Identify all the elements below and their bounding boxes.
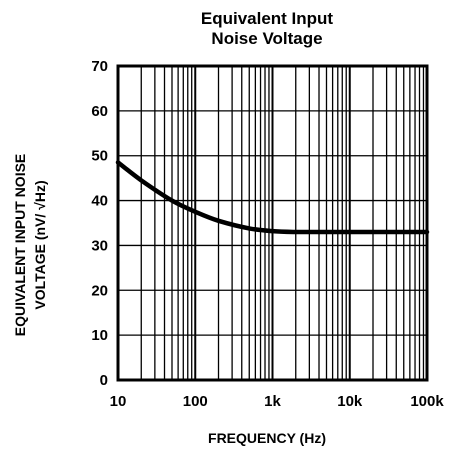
y-axis-label-line-2: VOLTAGE (nV/ √Hz) [32, 180, 48, 309]
y-tick-label: 30 [91, 237, 108, 254]
y-tick-label: 20 [91, 282, 108, 299]
x-tick-labels: 10 100 1k 10k 100k [110, 393, 445, 410]
y-tick-label: 40 [91, 193, 108, 210]
y-tick-label: 70 [91, 58, 108, 75]
y-tick-label: 50 [91, 148, 108, 165]
x-tick-label: 100 [183, 393, 208, 410]
noise-voltage-curve [115, 160, 430, 235]
y-axis-label-line-1: EQUIVALENT INPUT NOISE [12, 154, 28, 337]
x-tick-label: 1k [264, 393, 281, 410]
series-layer [115, 160, 430, 235]
y-tick-label: 60 [91, 103, 108, 120]
plot-frame [116, 64, 429, 382]
y-axis-label: EQUIVALENT INPUT NOISE VOLTAGE (nV/ √Hz) [12, 154, 48, 337]
x-tick-label: 10 [110, 393, 127, 410]
chart-title-line-2: Noise Voltage [211, 29, 322, 48]
chart-title-line-1: Equivalent Input [201, 9, 334, 28]
y-tick-label: 10 [91, 327, 108, 344]
y-tick-label: 0 [100, 372, 108, 389]
x-tick-label: 100k [410, 393, 444, 410]
x-axis-label: FREQUENCY (Hz) [208, 430, 326, 446]
chart-title: Equivalent Input Noise Voltage [201, 9, 334, 48]
y-tick-labels: 0 10 20 30 40 50 60 70 [91, 58, 108, 389]
x-tick-label: 10k [337, 393, 363, 410]
grid [117, 66, 427, 380]
